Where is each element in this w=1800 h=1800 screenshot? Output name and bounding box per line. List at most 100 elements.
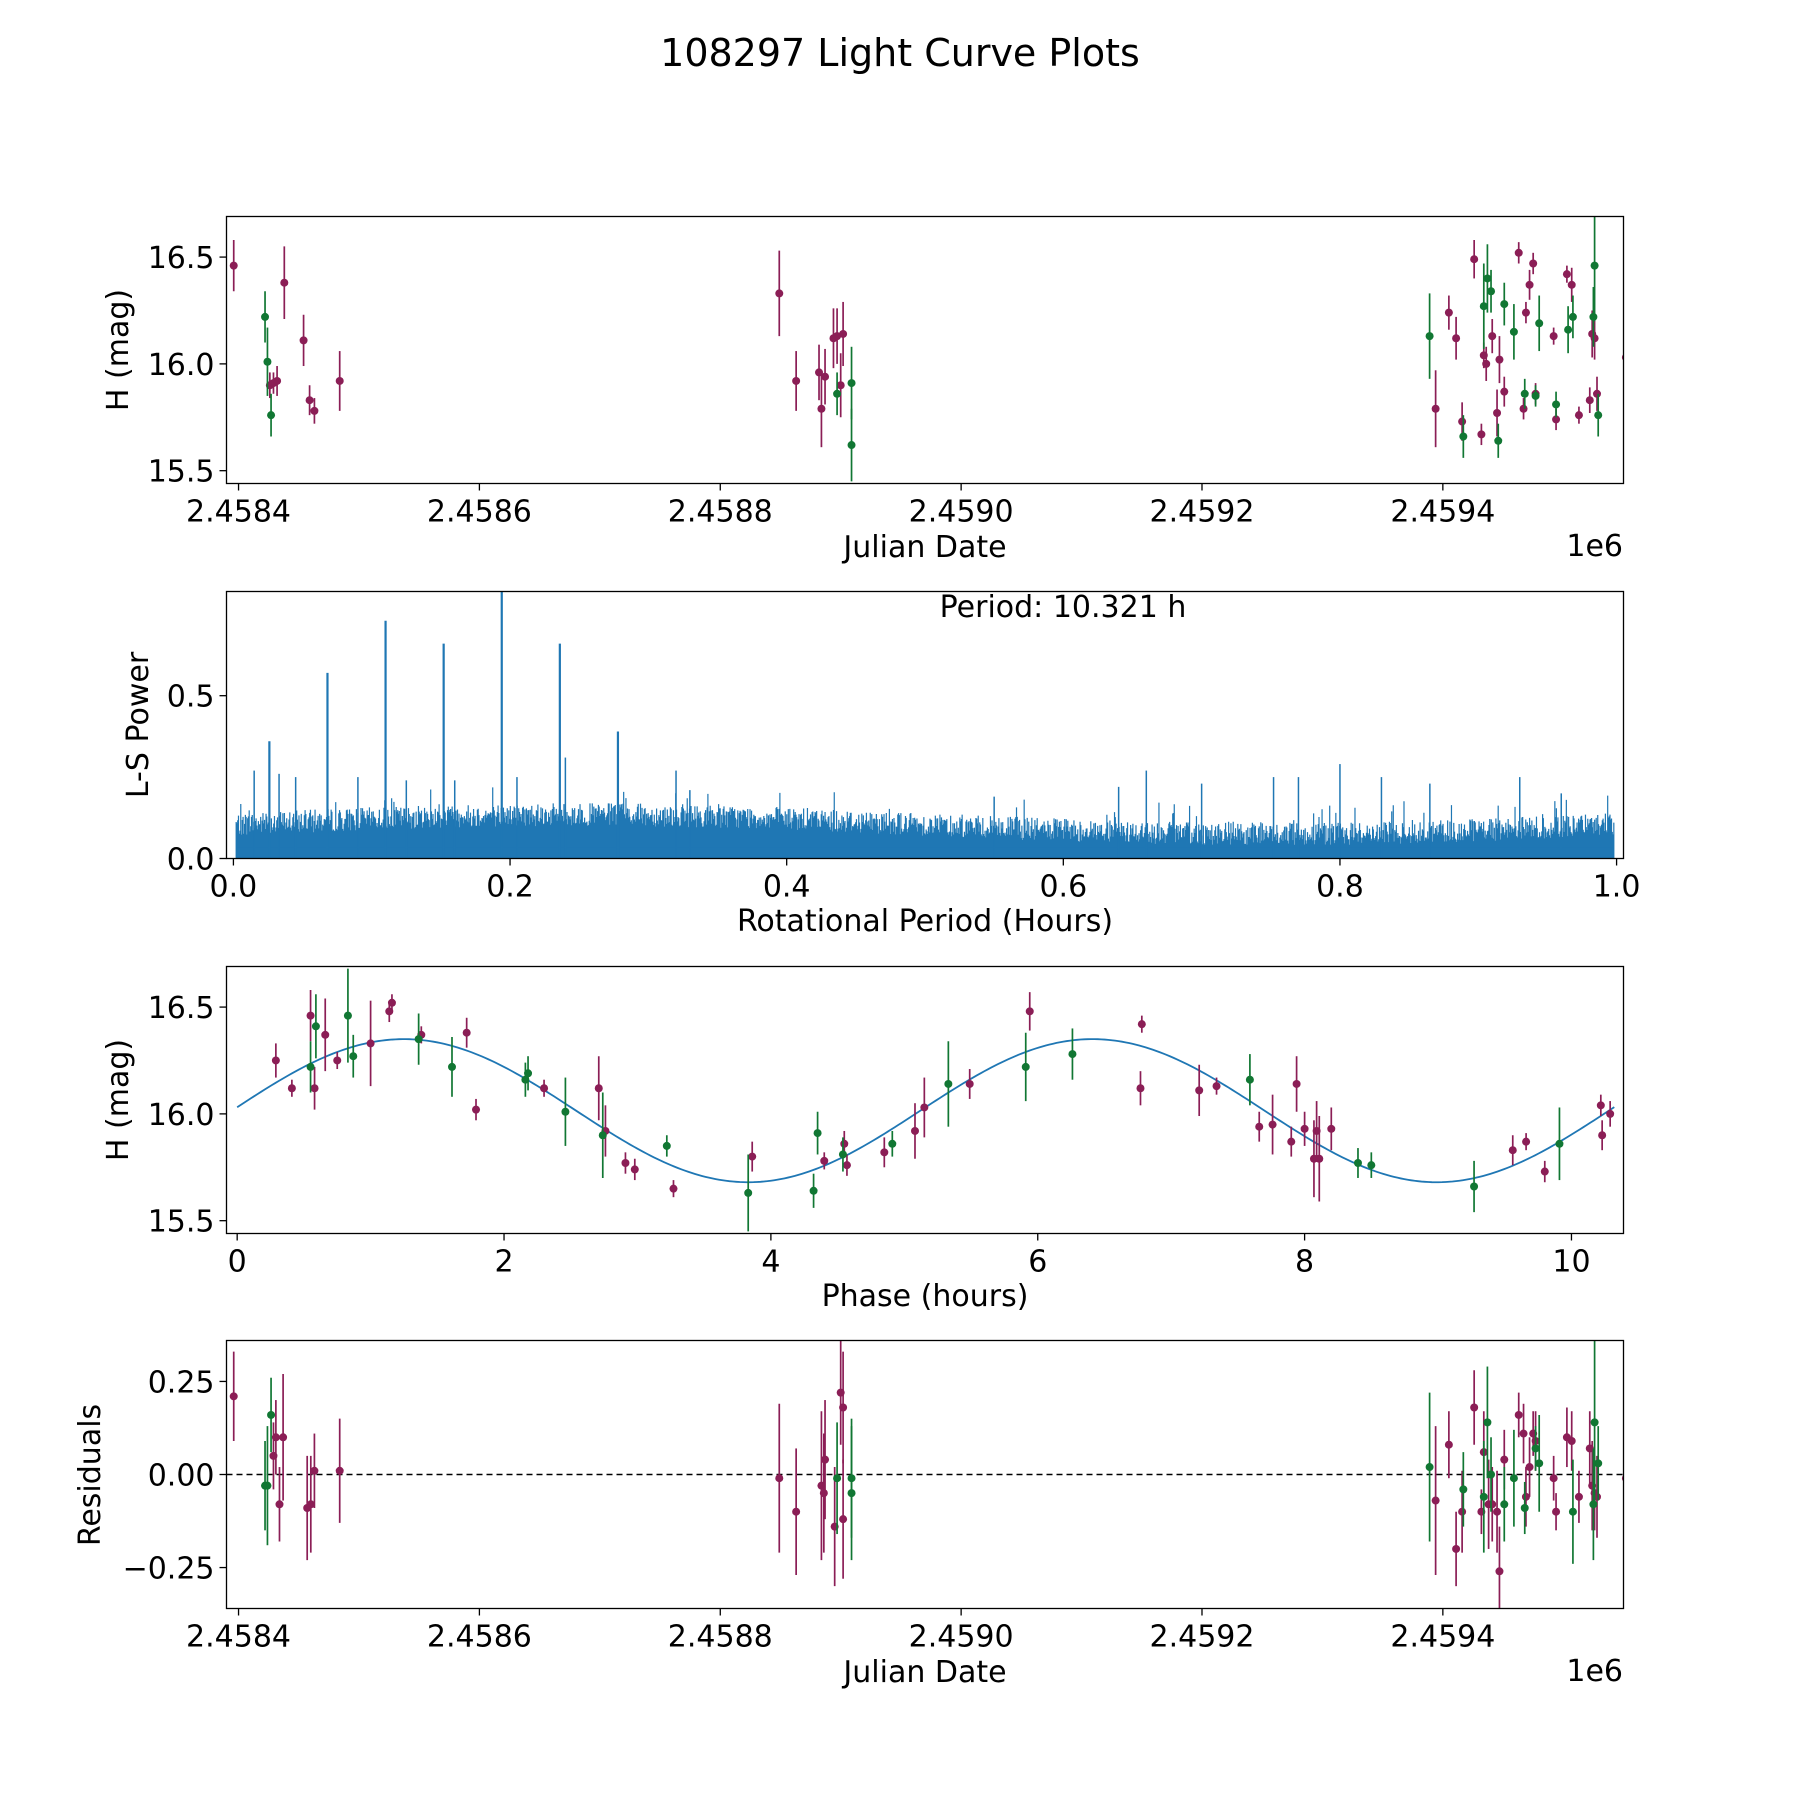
phased-curve-point-o <box>387 998 396 1007</box>
light-curve-panel: 2.4584 2.4586 2.4588 2.4590 2.4592 2.4594 15.5… <box>101 215 1625 565</box>
light-curve-point-o <box>1590 334 1599 343</box>
phased-curve-point-o <box>1287 1137 1296 1146</box>
light-curve-x-label: Julian Date <box>841 530 1006 565</box>
phased-curve-x-tick-label: 2 <box>494 1245 513 1280</box>
light-curve-offset-label: 1e6 <box>1566 529 1623 564</box>
phased-curve-point-o <box>820 1156 829 1165</box>
residuals-point-o <box>1519 1429 1528 1438</box>
phased-curve-point-o <box>540 1084 549 1093</box>
periodogram-y-tick-label: 0.5 <box>167 680 215 715</box>
light-curve-x-tick-label: 2.4594 <box>1390 495 1495 530</box>
residuals-point-c <box>1590 1418 1599 1427</box>
phased-curve-point-o <box>333 1056 342 1065</box>
residuals-point-o <box>1574 1492 1583 1501</box>
residuals-point-o <box>775 1474 784 1483</box>
phased-curve-point-o <box>1540 1167 1549 1176</box>
light-curve-point-o <box>1470 255 1479 264</box>
phased-curve-point-o <box>630 1165 639 1174</box>
phased-curve-point-c <box>1353 1159 1362 1168</box>
light-curve-point-o <box>792 376 801 385</box>
light-curve-point-o <box>1444 308 1453 317</box>
residuals-point-o <box>306 1500 315 1509</box>
phased-curve-point-o <box>366 1039 375 1048</box>
light-curve-y-tick-label: 16.5 <box>148 241 215 276</box>
residuals-x-tick-label: 2.4588 <box>668 1620 773 1655</box>
residuals-point-o <box>1452 1544 1461 1553</box>
phased-curve-point-o <box>271 1056 280 1065</box>
residuals-point-o <box>819 1489 828 1498</box>
residuals-x-tick-label: 2.4594 <box>1390 1620 1495 1655</box>
phased-curve-point-c <box>809 1186 818 1195</box>
phased-curve-point-c <box>306 1062 315 1071</box>
phased-curve-point-o <box>1292 1079 1301 1088</box>
light-curve-point-o <box>1529 259 1538 268</box>
periodogram-x-tick-label: 0.6 <box>1039 870 1087 905</box>
phased-curve-point-o <box>1137 1020 1146 1029</box>
residuals-point-c <box>1459 1485 1468 1494</box>
light-curve-point-o <box>1500 387 1509 396</box>
light-curve-point-o <box>1562 270 1571 279</box>
residuals-point-o <box>1458 1507 1467 1516</box>
residuals-x-tick-label: 2.4584 <box>186 1620 291 1655</box>
periodogram-baseline-band <box>236 847 1614 859</box>
phased-curve-point-o <box>462 1028 471 1037</box>
light-curve-point-o <box>229 261 238 270</box>
phased-curve-point-o <box>1315 1154 1324 1163</box>
light-curve-point-o <box>1593 389 1602 398</box>
residuals-x-label: Julian Date <box>841 1655 1006 1690</box>
phased-curve-point-o <box>1268 1120 1277 1129</box>
residuals-point-c <box>267 1410 276 1419</box>
phased-curve-point-c <box>944 1079 953 1088</box>
light-curve-point-o <box>1567 280 1576 289</box>
phased-curve-point-o <box>306 1011 315 1020</box>
phased-curve-point-c <box>1555 1139 1564 1148</box>
light-curve-y-tick-label: 16.0 <box>148 348 215 383</box>
light-curve-point-o <box>1477 430 1486 439</box>
phased-curve-point-c <box>1245 1075 1254 1084</box>
phased-curve-point-o <box>920 1103 929 1112</box>
residuals-offset-label: 1e6 <box>1566 1654 1623 1689</box>
light-curve-point-o <box>1493 409 1502 418</box>
phased-curve-point-o <box>321 1030 330 1039</box>
periodogram-x-tick-label: 0.2 <box>486 870 534 905</box>
phased-curve-x-tick-label: 4 <box>761 1245 780 1280</box>
phased-curve-point-o <box>1195 1086 1204 1095</box>
phased-curve-point-o <box>1598 1131 1607 1140</box>
residuals-axes-frame <box>225 1339 1625 1610</box>
phased-curve-y-label: H (mag) <box>101 1039 136 1161</box>
residuals-point-o <box>1470 1403 1479 1412</box>
light-curve-point-o <box>1431 404 1440 413</box>
phased-curve-point-o <box>1255 1122 1264 1131</box>
light-curve-point-o <box>836 381 845 390</box>
residuals-point-o <box>271 1433 280 1442</box>
light-curve-point-o <box>839 329 848 338</box>
phased-curve-point-o <box>1300 1124 1309 1133</box>
residuals-point-o <box>1525 1463 1534 1472</box>
residuals-point-c <box>1520 1504 1529 1512</box>
residuals-point-o <box>1488 1500 1497 1509</box>
light-curve-point-o <box>1482 359 1491 368</box>
light-curve-point-c <box>1568 312 1577 321</box>
residuals-y-tick-label: 0.00 <box>148 1459 215 1494</box>
light-curve-point-o <box>310 406 319 415</box>
light-curve-point-o <box>775 289 784 298</box>
phased-curve-point-c <box>311 1022 320 1031</box>
light-curve-axes-frame <box>225 215 1625 485</box>
light-curve-point-c <box>1520 389 1529 398</box>
residuals-point-o <box>279 1433 288 1442</box>
figure-title: 108297 Light Curve Plots <box>660 31 1140 75</box>
phased-curve-y-tick-label: 16.0 <box>148 1098 215 1133</box>
residuals-point-c <box>1594 1459 1603 1468</box>
phased-curve-point-o <box>1522 1137 1531 1146</box>
light-curve-point-c <box>847 441 856 450</box>
periodogram-panel: 0.0 0.2 0.4 0.6 0.8 1.0 0.0 0.5 Period: 10.321 … <box>121 590 1640 939</box>
phased-curve-x-tick-label: 0 <box>228 1245 247 1280</box>
residuals-point-c <box>833 1474 842 1483</box>
light-curve-point-o <box>1488 332 1497 341</box>
residuals-point-c <box>847 1489 856 1498</box>
phased-curve-point-o <box>310 1084 319 1093</box>
light-curve-point-o <box>299 336 308 345</box>
residuals-point-o <box>792 1507 801 1516</box>
periodogram-axes-frame <box>225 590 1625 860</box>
